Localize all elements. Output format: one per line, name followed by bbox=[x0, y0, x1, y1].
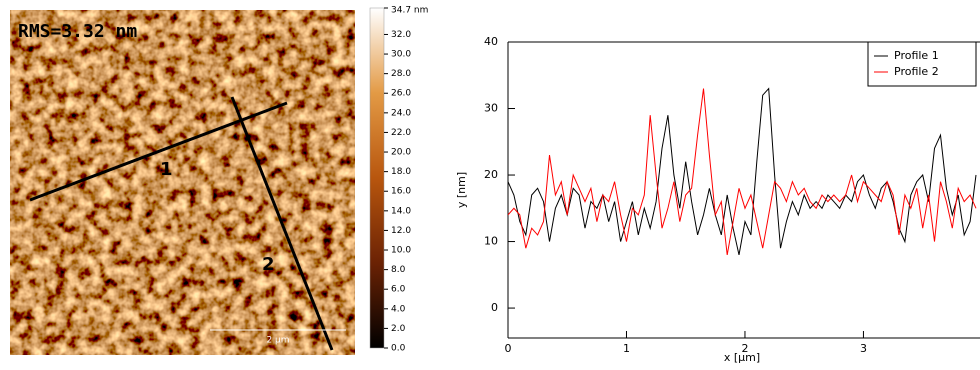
x-tick-label: 2 bbox=[741, 342, 748, 355]
line-label: 2 bbox=[262, 254, 275, 275]
colorbar-tick-label: 2.0 bbox=[391, 324, 406, 334]
y-tick-label: 30 bbox=[484, 102, 498, 115]
profile-line bbox=[508, 88, 977, 255]
y-axis-label: y [nm] bbox=[455, 172, 468, 208]
colorbar-tick-label: 18.0 bbox=[391, 167, 411, 177]
colorbar-tick-label: 12.0 bbox=[391, 226, 411, 236]
colorbar-tick-label: 34.7 nm bbox=[391, 6, 428, 16]
profile-line bbox=[508, 87, 977, 256]
y-tick-label: 0 bbox=[491, 301, 498, 314]
colorbar-tick-label: 16.0 bbox=[391, 187, 411, 197]
colorbar-tick-label: 0.0 bbox=[391, 344, 406, 354]
colorbar-tick-label: 32.0 bbox=[391, 30, 411, 40]
colorbar-gradient bbox=[369, 7, 385, 349]
afm-image bbox=[10, 10, 355, 355]
colorbar-tick-label: 20.0 bbox=[391, 148, 411, 158]
y-tick-label: 10 bbox=[484, 235, 498, 248]
y-tick-label: 40 bbox=[484, 35, 498, 48]
y-tick-label: 20 bbox=[484, 168, 498, 181]
profile-line bbox=[29, 101, 288, 202]
colorbar-tick-label: 10.0 bbox=[391, 246, 411, 256]
colorbar-tick-label: 8.0 bbox=[391, 265, 406, 275]
rms-annotation: RMS=3.32 nm bbox=[18, 21, 137, 42]
legend-label: Profile 1 bbox=[894, 49, 939, 62]
colorbar-tick-label: 4.0 bbox=[391, 304, 406, 314]
profile-line bbox=[230, 96, 334, 351]
colorbar-tick-label: 22.0 bbox=[391, 128, 411, 138]
line-label: 1 bbox=[160, 159, 173, 180]
colorbar-tick-label: 6.0 bbox=[391, 285, 406, 295]
colorbar-tick-label: 28.0 bbox=[391, 69, 411, 79]
afm-panel: RMS=3.32 nm 1 2 2 µm bbox=[10, 10, 355, 355]
legend-box bbox=[867, 41, 977, 87]
colorbar-tick-label: 26.0 bbox=[391, 89, 411, 99]
x-tick-label: 3 bbox=[860, 342, 867, 355]
colorbar-tick-label: 30.0 bbox=[391, 50, 411, 60]
legend-label: Profile 2 bbox=[894, 65, 939, 78]
x-axis-label: x [µm] bbox=[724, 351, 760, 364]
x-tick-label: 0 bbox=[505, 342, 512, 355]
x-tick-label: 1 bbox=[623, 342, 630, 355]
colorbar-tick-label: 14.0 bbox=[391, 206, 411, 216]
plot-area bbox=[508, 87, 977, 256]
colorbar: 34.7 nm 32.0 30.0 28.0 26.0 24.0 22.0 20.0 18.0 1… bbox=[369, 6, 428, 354]
colorbar-tick-label: 24.0 bbox=[391, 108, 411, 118]
legend: Profile 1 Profile 2 bbox=[867, 41, 977, 87]
scale-bar-label: 2 µm bbox=[266, 336, 289, 346]
